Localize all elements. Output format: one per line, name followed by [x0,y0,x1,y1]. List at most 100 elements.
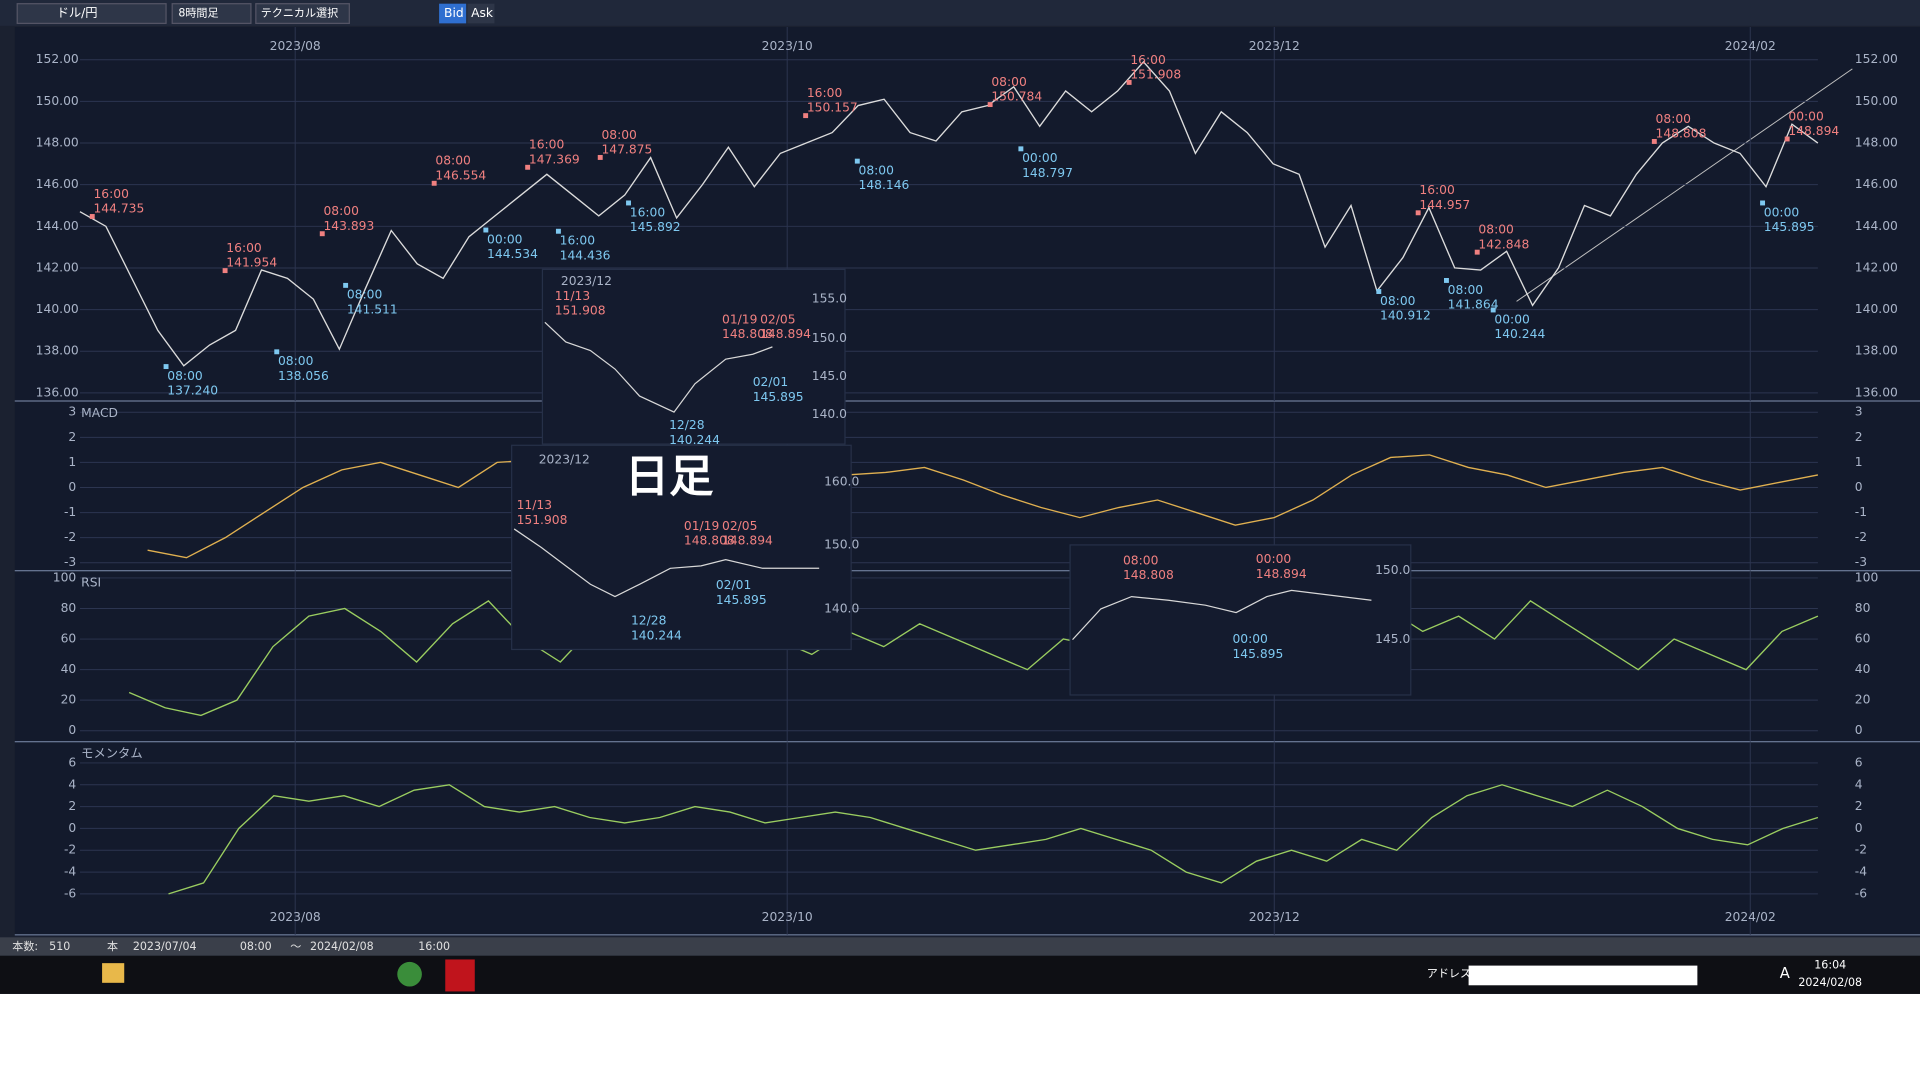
extreme-marker [319,231,325,237]
y-tick-label-right: -2 [1855,530,1867,544]
y-tick-label: 144.00 [36,219,79,233]
annotation-price: 150.784 [991,90,1042,104]
taskbar-time: 16:04 [1814,959,1846,972]
y-tick-label-right: 2 [1855,799,1863,813]
extreme-marker [1490,307,1496,313]
y-tick-label-right: 150.00 [1855,94,1898,108]
extreme-marker [987,102,993,108]
series-line [79,60,1819,367]
status-from-time: 08:00 [240,940,272,953]
annotation-time: 08:00 [435,154,470,168]
annotation-time: 08:00 [991,75,1026,89]
inset-text: 148.808 [722,327,773,341]
extreme-marker [431,180,437,186]
inset-image [511,444,852,651]
x-label-bottom: 2023/12 [1249,910,1300,924]
y-tick-label: 0 [68,480,76,494]
inset-text: 160.0 [824,475,859,489]
app-icon[interactable] [445,959,475,992]
y-tick-label: 152.00 [36,52,79,66]
series-line [128,600,1819,717]
y-tick-label-right: -4 [1855,865,1867,879]
annotation-time: 16:00 [226,241,261,255]
annotation-price: 144.957 [1419,198,1470,212]
extreme-marker [163,364,169,370]
y-tick-label: 140.00 [36,302,79,316]
annotation-price: 144.735 [93,202,144,216]
y-tick-label-right: 6 [1855,755,1863,769]
extreme-marker [626,200,631,206]
status-to-time: 16:00 [418,940,450,953]
bid-button[interactable] [439,3,467,24]
technical-select[interactable] [255,3,350,24]
chrome-icon[interactable] [397,961,422,987]
ask-button[interactable] [467,3,495,24]
y-tick-label-right: 148.00 [1855,136,1898,150]
inset-text: 150.0 [1375,563,1410,577]
annotation-price: 140.244 [1494,327,1545,341]
y-tick-label: 80 [61,601,77,615]
annotation-price: 145.892 [630,220,681,234]
y-tick-label-right: 0 [1855,723,1863,737]
bid: Bid [444,6,464,20]
x-label-bottom: 2023/10 [762,910,813,924]
extreme-marker [1651,138,1657,144]
pair-select[interactable] [16,3,167,24]
y-tick-label: 142.00 [36,260,79,274]
ask: Ask [471,6,494,20]
explorer-icon[interactable] [102,963,125,983]
annotation-time: 16:00 [1419,183,1454,197]
y-tick-label-right: 80 [1855,601,1871,615]
inset-text: 2023/12 [539,453,590,467]
extreme-marker [483,227,489,233]
annotation-price: 140.912 [1380,309,1431,323]
y-tick-label-right: 140.00 [1855,302,1898,316]
y-tick-label-right: 0 [1855,480,1863,494]
pair: ドル/円 [57,6,98,20]
y-tick-label-right: -2 [1855,843,1867,857]
inset-text: 145.0 [812,369,847,383]
annotation-price: 141.864 [1448,298,1499,312]
timeframe-select[interactable] [171,3,252,24]
annotation-price: 138.056 [278,369,329,383]
status-count: 510 [49,940,70,953]
annotation-price: 144.436 [560,248,611,262]
inset-text: 145.895 [1232,647,1283,661]
y-tick-label: 148.00 [36,136,79,150]
y-tick-label: -4 [64,865,76,879]
series-line [168,784,1819,895]
status-from-date: 2023/07/04 [133,940,197,953]
annotation-price: 143.893 [323,219,374,233]
y-tick-label: 100 [53,570,76,584]
annotation-price: 141.511 [347,302,398,316]
annotation-time: 16:00 [1130,53,1165,67]
inset-text: 150.0 [812,331,847,345]
panel-title: RSI [81,576,101,590]
annotation-price: 146.554 [435,168,486,182]
y-tick-label: 2 [68,430,76,444]
y-tick-label-right: -6 [1855,886,1867,900]
address-box[interactable] [1468,965,1698,986]
inset-price [1072,589,1372,641]
annotation-price: 148.146 [859,178,910,192]
technical: テクニカル選択 [261,6,338,20]
inset-text: 02/01 [753,375,788,389]
inset-text: 11/13 [517,498,552,512]
inset-title: 日足 [625,452,714,503]
inset-price [544,321,773,413]
y-tick-label-right: -3 [1855,555,1867,569]
annotation-time: 08:00 [167,369,202,383]
annotation-time: 08:00 [347,288,382,302]
inset-text: 08:00 [1123,553,1158,567]
annotation-time: 16:00 [560,234,595,248]
y-tick-label-right: -1 [1855,505,1867,519]
annotation-price: 142.848 [1478,237,1529,251]
x-label-bottom: 2023/08 [270,910,321,924]
annotation-time: 00:00 [1022,151,1057,165]
y-tick-label: 146.00 [36,177,79,191]
y-tick-label: 40 [61,662,77,676]
inset-text: 148.808 [1123,568,1174,582]
inset-image [1069,544,1412,696]
annotation-time: 16:00 [807,86,842,100]
y-tick-label: 138.00 [36,344,79,358]
